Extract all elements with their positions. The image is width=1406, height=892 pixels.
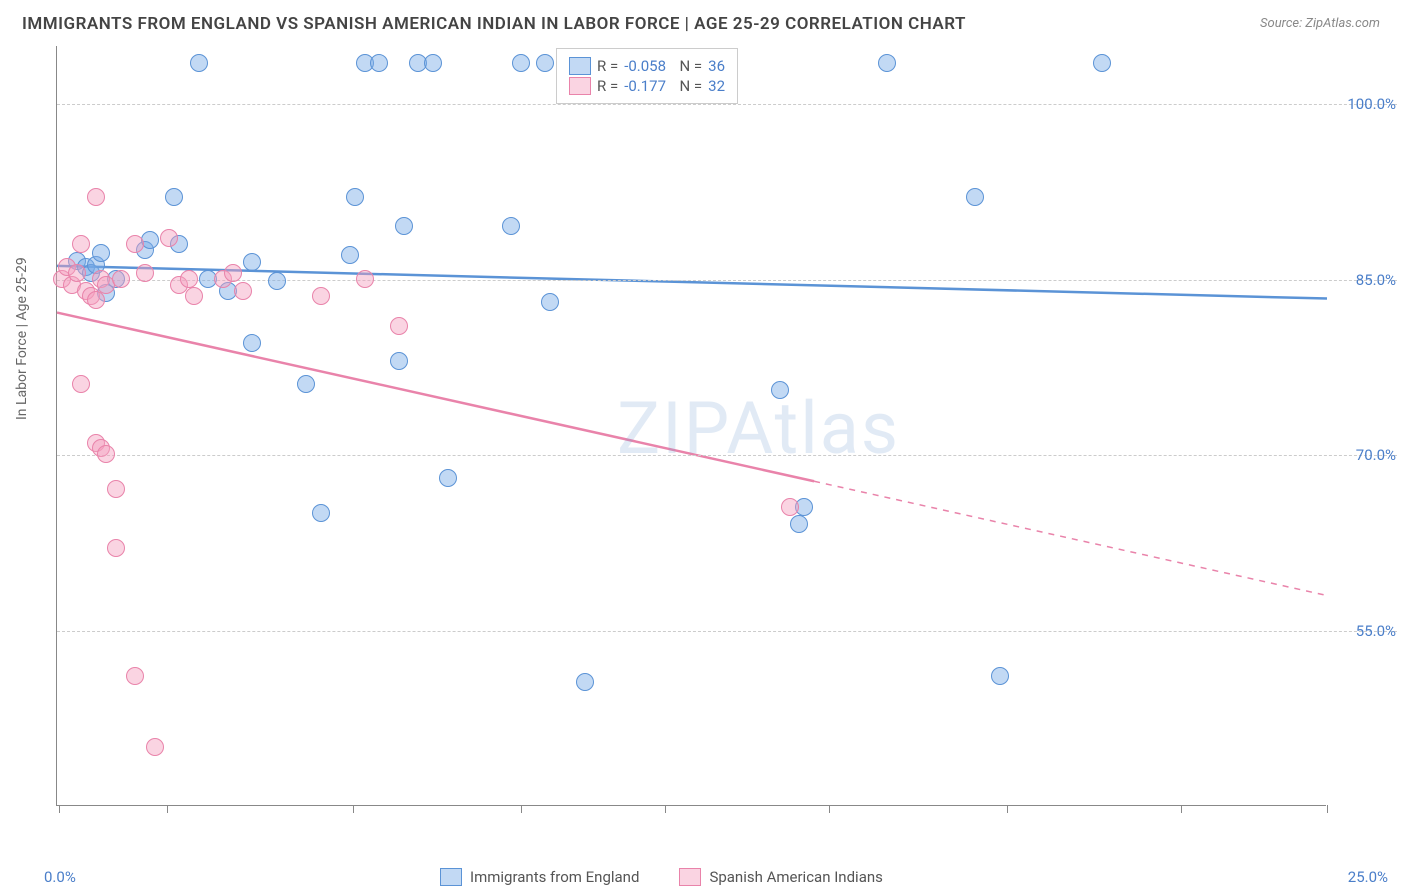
legend-n-value: 32 bbox=[708, 77, 725, 95]
x-tick bbox=[167, 805, 168, 813]
x-tick bbox=[353, 805, 354, 813]
data-point bbox=[224, 264, 242, 282]
data-point bbox=[390, 317, 408, 335]
x-tick bbox=[665, 805, 666, 813]
data-point bbox=[356, 270, 374, 288]
data-point bbox=[136, 264, 154, 282]
data-point bbox=[126, 667, 144, 685]
series-legend-label: Spanish American Indians bbox=[709, 868, 882, 886]
data-point bbox=[126, 235, 144, 253]
data-point bbox=[92, 244, 110, 262]
x-tick bbox=[521, 805, 522, 813]
data-point bbox=[341, 246, 359, 264]
gridline bbox=[57, 104, 1397, 105]
data-point bbox=[165, 188, 183, 206]
data-point bbox=[68, 264, 86, 282]
y-tick-label: 85.0% bbox=[1326, 271, 1396, 289]
data-point bbox=[439, 469, 457, 487]
x-axis-min-label: 0.0% bbox=[44, 868, 76, 886]
data-point bbox=[243, 253, 261, 271]
legend-row: R = -0.177 N = 32 bbox=[569, 77, 725, 95]
data-point bbox=[112, 270, 130, 288]
legend-r-value: -0.177 bbox=[624, 77, 666, 95]
data-point bbox=[346, 188, 364, 206]
source-attribution: Source: ZipAtlas.com bbox=[1260, 16, 1380, 31]
data-point bbox=[268, 272, 286, 290]
series-legend-item: Immigrants from England bbox=[440, 868, 639, 886]
data-point bbox=[536, 54, 554, 72]
data-point bbox=[991, 667, 1009, 685]
trendline-dashed bbox=[814, 481, 1327, 595]
data-point bbox=[541, 293, 559, 311]
data-point bbox=[390, 352, 408, 370]
legend-swatch bbox=[679, 868, 701, 886]
legend-n-value: 36 bbox=[708, 57, 725, 75]
legend-r-label: R = bbox=[597, 57, 618, 75]
data-point bbox=[180, 270, 198, 288]
legend-row: R = -0.058 N = 36 bbox=[569, 57, 725, 75]
data-point bbox=[243, 334, 261, 352]
data-point bbox=[297, 375, 315, 393]
x-axis-max-label: 25.0% bbox=[1348, 868, 1388, 886]
legend-swatch bbox=[440, 868, 462, 886]
data-point bbox=[97, 445, 115, 463]
x-tick bbox=[1327, 805, 1328, 813]
series-legend-item: Spanish American Indians bbox=[679, 868, 882, 886]
data-point bbox=[878, 54, 896, 72]
data-point bbox=[72, 235, 90, 253]
legend-n-label: N = bbox=[672, 57, 702, 75]
y-tick-label: 55.0% bbox=[1326, 622, 1396, 640]
data-point bbox=[1093, 54, 1111, 72]
legend-n-label: N = bbox=[672, 77, 702, 95]
series-legend-label: Immigrants from England bbox=[470, 868, 639, 886]
data-point bbox=[966, 188, 984, 206]
x-tick bbox=[829, 805, 830, 813]
y-axis-label: In Labor Force | Age 25-29 bbox=[14, 257, 30, 420]
watermark: ZIPAtlas bbox=[617, 386, 900, 471]
data-point bbox=[87, 188, 105, 206]
legend-swatch bbox=[569, 77, 591, 95]
data-point bbox=[424, 54, 442, 72]
data-point bbox=[234, 282, 252, 300]
data-point bbox=[312, 287, 330, 305]
data-point bbox=[72, 375, 90, 393]
trend-lines-layer bbox=[57, 46, 1327, 806]
correlation-legend: R = -0.058 N = 36R = -0.177 N = 32 bbox=[556, 48, 738, 104]
data-point bbox=[790, 515, 808, 533]
gridline bbox=[57, 631, 1397, 632]
data-point bbox=[160, 229, 178, 247]
series-legend: Immigrants from England Spanish American … bbox=[440, 868, 883, 886]
data-point bbox=[107, 480, 125, 498]
chart-title: IMMIGRANTS FROM ENGLAND VS SPANISH AMERI… bbox=[22, 14, 966, 34]
data-point bbox=[395, 217, 413, 235]
data-point bbox=[87, 291, 105, 309]
data-point bbox=[771, 381, 789, 399]
x-tick bbox=[59, 805, 60, 813]
y-tick-label: 100.0% bbox=[1326, 95, 1396, 113]
data-point bbox=[190, 54, 208, 72]
legend-r-label: R = bbox=[597, 77, 618, 95]
data-point bbox=[185, 287, 203, 305]
chart-plot-area: ZIPAtlas bbox=[56, 46, 1326, 806]
x-tick bbox=[1007, 805, 1008, 813]
data-point bbox=[512, 54, 530, 72]
legend-swatch bbox=[569, 57, 591, 75]
data-point bbox=[576, 673, 594, 691]
data-point bbox=[502, 217, 520, 235]
data-point bbox=[312, 504, 330, 522]
data-point bbox=[107, 539, 125, 557]
data-point bbox=[146, 738, 164, 756]
gridline bbox=[57, 455, 1397, 456]
y-tick-label: 70.0% bbox=[1326, 446, 1396, 464]
data-point bbox=[370, 54, 388, 72]
data-point bbox=[781, 498, 799, 516]
x-tick bbox=[1181, 805, 1182, 813]
gridline bbox=[57, 280, 1397, 281]
legend-r-value: -0.058 bbox=[624, 57, 666, 75]
